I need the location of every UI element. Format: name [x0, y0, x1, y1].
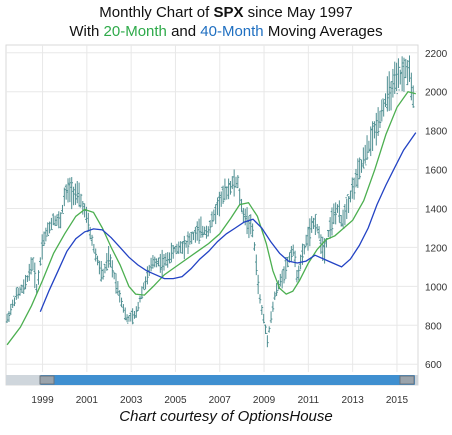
gridlines: [6, 45, 418, 372]
x-tick-label: 2013: [342, 395, 365, 406]
y-tick-label: 800: [425, 321, 442, 332]
x-axis-ticks: 1999 2001 2003 2005 2007 2009 2011 2013 2015: [31, 395, 408, 406]
y-tick-label: 2000: [425, 88, 448, 99]
x-tick-label: 2015: [386, 395, 409, 406]
ma20-line: [6, 90, 416, 346]
y-tick-label: 600: [425, 360, 442, 371]
chart-title-symbol: SPX: [213, 4, 244, 21]
x-tick-label: 2007: [209, 395, 232, 406]
x-tick-label: 2001: [76, 395, 99, 406]
y-tick-label: 1200: [425, 243, 448, 254]
ma40-label: 40-Month: [200, 23, 264, 40]
chart-credit: Chart courtesy of OptionsHouse: [119, 408, 333, 425]
x-tick-label: 2003: [120, 395, 143, 406]
x-tick-label: 2011: [298, 395, 320, 406]
y-tick-label: 1400: [425, 205, 448, 216]
ma20-label: 20-Month: [103, 23, 167, 40]
chart-title: Monthly Chart of SPX since May 1997: [99, 4, 353, 21]
scrollbar-right-handle[interactable]: [399, 375, 415, 385]
price-bars: [5, 55, 415, 348]
chart-subtitle: With 20-Month and 40-Month Moving Averag…: [69, 23, 383, 40]
y-tick-label: 1000: [425, 282, 448, 293]
x-tick-label: 1999: [31, 395, 54, 406]
y-tick-label: 1600: [425, 166, 448, 177]
x-tick-label: 2009: [253, 395, 276, 406]
y-axis-ticks: 600 800 1000 1200 1400 1600 1800 2000 2200: [425, 49, 448, 371]
y-tick-label: 2200: [425, 49, 448, 60]
scrollbar-thumb[interactable]: [40, 375, 415, 385]
y-tick-label: 1800: [425, 127, 448, 138]
x-tick-label: 2005: [164, 395, 187, 406]
ma40-line: [39, 132, 417, 312]
scrollbar-left-handle[interactable]: [39, 375, 55, 385]
